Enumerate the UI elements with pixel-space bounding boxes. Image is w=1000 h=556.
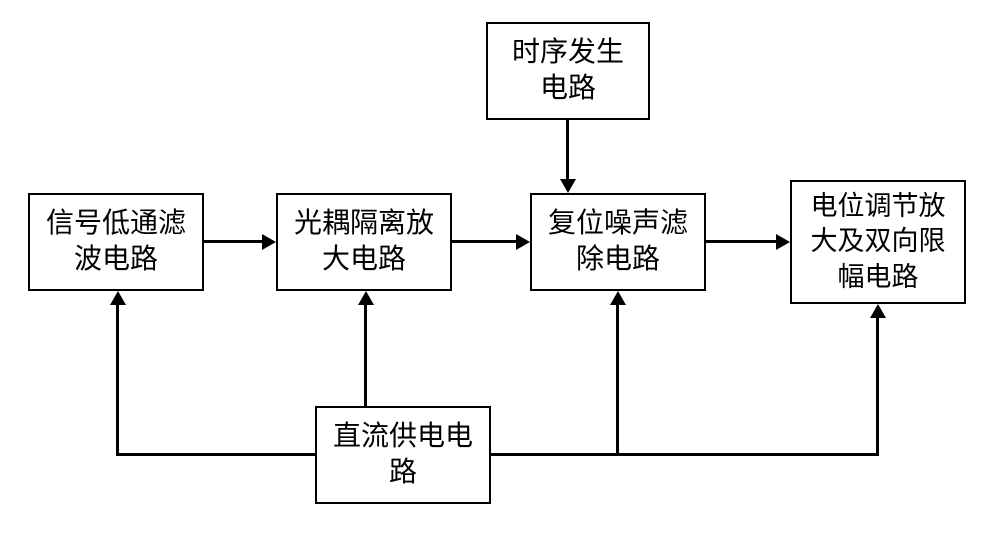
edge-dcpower-optocoupler-v xyxy=(364,305,367,406)
node-potential: 电位调节放 大及双向限 幅电路 xyxy=(790,180,966,304)
node-reset: 复位噪声滤 除电路 xyxy=(530,193,706,291)
edge-dcpower-lowpass-h xyxy=(116,453,315,456)
edge-dcpower-potential-h xyxy=(491,453,879,456)
edge-dcpower-reset-v xyxy=(616,305,619,456)
edge-lowpass-optocoupler-head xyxy=(262,234,276,250)
node-dcpower-label: 直流供电电 路 xyxy=(333,419,473,492)
edge-timing-reset xyxy=(566,120,569,180)
edge-dcpower-reset-head xyxy=(610,291,626,305)
node-lowpass: 信号低通滤 波电路 xyxy=(28,193,204,291)
edge-dcpower-lowpass-head xyxy=(110,291,126,305)
edge-dcpower-optocoupler-head xyxy=(358,291,374,305)
edge-lowpass-optocoupler xyxy=(204,240,262,243)
edge-optocoupler-reset-head xyxy=(516,234,530,250)
edge-reset-potential-head xyxy=(776,234,790,250)
edge-dcpower-potential-head xyxy=(870,304,886,318)
node-dcpower: 直流供电电 路 xyxy=(315,406,491,504)
node-optocoupler-label: 光耦隔离放 大电路 xyxy=(294,206,434,279)
edge-optocoupler-reset xyxy=(452,240,516,243)
edge-dcpower-potential-v xyxy=(876,318,879,456)
edge-reset-potential xyxy=(706,240,776,243)
node-reset-label: 复位噪声滤 除电路 xyxy=(548,206,688,279)
edge-dcpower-lowpass-v xyxy=(116,305,119,456)
node-timing: 时序发生 电路 xyxy=(486,22,650,120)
edge-timing-reset-head xyxy=(560,179,576,193)
node-optocoupler: 光耦隔离放 大电路 xyxy=(276,193,452,291)
node-lowpass-label: 信号低通滤 波电路 xyxy=(46,206,186,279)
node-timing-label: 时序发生 电路 xyxy=(512,35,624,108)
node-potential-label: 电位调节放 大及双向限 幅电路 xyxy=(811,189,946,294)
